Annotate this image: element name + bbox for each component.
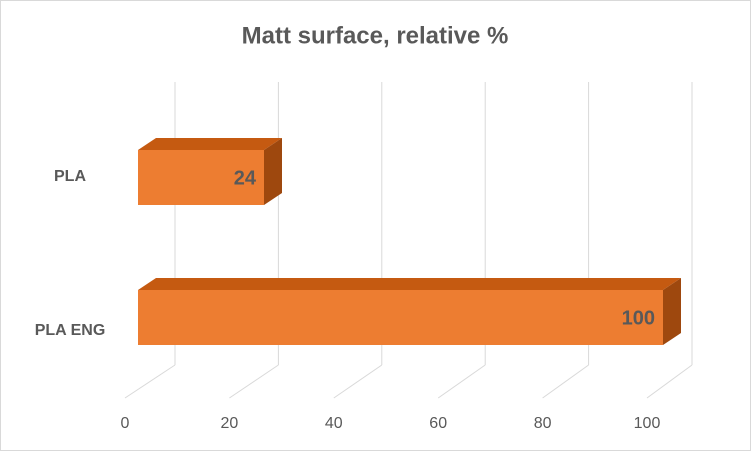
x-tick-label: 100 [634, 415, 661, 432]
bar-top [138, 138, 282, 150]
y-tick-label: PLA [54, 168, 86, 185]
floor-line [646, 364, 693, 399]
floor-line [124, 364, 176, 399]
data-label: 24 [234, 167, 257, 189]
data-label: 100 [622, 307, 655, 329]
floor-line [437, 364, 486, 399]
bar-side [264, 138, 282, 205]
x-tick-label: 20 [221, 415, 239, 432]
bar-side [663, 278, 681, 345]
y-tick-label: PLA ENG [35, 322, 106, 339]
x-tick-label: 80 [534, 415, 552, 432]
x-tick-label: 40 [325, 415, 343, 432]
floor-line [542, 364, 589, 399]
bar [138, 290, 663, 345]
floor-line [229, 364, 279, 399]
x-tick-label: 0 [121, 415, 130, 432]
floor-line [333, 364, 383, 399]
x-tick-label: 60 [429, 415, 447, 432]
bar-top [138, 278, 681, 290]
chart-title: Matt surface, relative % [242, 22, 509, 49]
bar [138, 150, 264, 205]
